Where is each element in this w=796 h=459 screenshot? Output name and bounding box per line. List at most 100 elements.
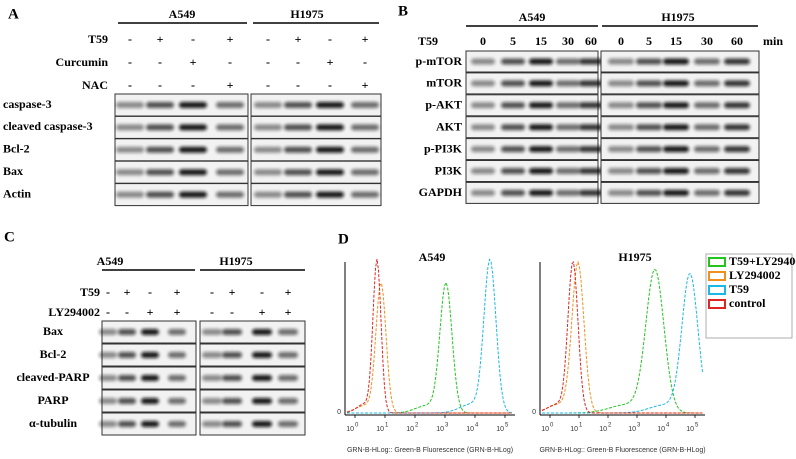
band — [529, 80, 553, 87]
band — [252, 352, 272, 358]
sign: - — [191, 78, 195, 92]
band — [694, 146, 720, 153]
time-label: 5 — [510, 34, 516, 48]
treatment-label: NAC — [82, 78, 108, 92]
band — [278, 421, 298, 427]
histogram-curve — [541, 261, 703, 414]
band — [116, 169, 144, 176]
band — [694, 124, 720, 131]
x-tick-base: 10 — [686, 426, 694, 433]
x-tick-exponent: 1 — [579, 423, 583, 429]
blot-label: cleaved caspase-3 — [3, 119, 93, 133]
band — [471, 168, 495, 174]
band — [663, 124, 689, 131]
x-tick-exponent: 2 — [415, 423, 419, 429]
band — [316, 102, 344, 108]
band — [99, 398, 117, 404]
x-tick-exponent: 5 — [505, 423, 509, 429]
sign: - — [128, 32, 132, 46]
band — [724, 124, 750, 131]
band — [724, 58, 750, 65]
x-tick-base: 10 — [376, 426, 384, 433]
band — [529, 58, 553, 65]
sign: - — [228, 55, 232, 69]
band — [118, 329, 136, 335]
band — [663, 102, 689, 109]
band — [579, 189, 603, 196]
band — [252, 329, 272, 335]
treatment-label: T59 — [418, 34, 438, 48]
legend-label: T59 — [729, 282, 749, 296]
x-tick-base: 10 — [628, 426, 636, 433]
band — [168, 421, 186, 427]
band — [636, 80, 662, 87]
band — [636, 189, 662, 196]
sign: + — [259, 305, 266, 319]
treatment-label: T59 — [88, 32, 108, 46]
band — [636, 168, 662, 174]
band — [579, 124, 603, 131]
band — [529, 124, 553, 131]
band — [252, 375, 272, 381]
sign: + — [229, 285, 236, 299]
band — [471, 146, 495, 153]
time-label: 15 — [535, 34, 547, 48]
band — [202, 398, 222, 404]
band — [608, 58, 634, 65]
treatment-label: Curcumin — [56, 55, 109, 69]
band — [116, 191, 144, 198]
band — [501, 124, 525, 131]
legend-label: LY294002 — [729, 268, 781, 282]
band — [663, 189, 689, 196]
panel-label: C — [4, 229, 15, 245]
band — [694, 58, 720, 65]
x-tick-exponent: 3 — [445, 423, 449, 429]
x-axis-label: GRN-B-HLog:: Green-B Fluorescence (GRN-B… — [539, 447, 705, 454]
band — [724, 189, 750, 196]
sign: - — [328, 32, 332, 46]
band — [579, 80, 603, 87]
band — [636, 58, 662, 65]
band — [316, 169, 344, 176]
band — [608, 124, 634, 131]
band — [351, 102, 379, 108]
sign: - — [266, 78, 270, 92]
unit-label: min — [763, 34, 783, 48]
band — [284, 146, 312, 153]
x-tick-base: 10 — [570, 426, 578, 433]
band — [141, 329, 159, 335]
sign: - — [266, 32, 270, 46]
sign: - — [210, 305, 214, 319]
band — [663, 168, 689, 174]
blot-label: PARP — [37, 393, 68, 407]
band — [501, 80, 525, 87]
sign: - — [328, 78, 332, 92]
band — [278, 375, 298, 381]
panel-label: D — [338, 231, 349, 247]
blot-label: p-mTOR — [416, 54, 463, 68]
band — [724, 102, 750, 109]
x-tick-base: 10 — [657, 426, 665, 433]
band — [254, 102, 282, 108]
legend-swatch — [708, 285, 726, 295]
sign: + — [295, 32, 302, 46]
band — [501, 58, 525, 65]
band — [222, 375, 242, 381]
sign: - — [128, 78, 132, 92]
sign: - — [210, 285, 214, 299]
band — [529, 146, 553, 153]
band — [579, 102, 603, 109]
band — [694, 80, 720, 87]
band — [636, 124, 662, 131]
sign: - — [260, 285, 264, 299]
band — [351, 146, 379, 153]
blot-label: caspase-3 — [3, 97, 52, 111]
band — [501, 102, 525, 109]
band — [99, 352, 117, 358]
sign: + — [327, 55, 334, 69]
band — [663, 80, 689, 87]
band — [501, 146, 525, 153]
blot-label: p-AKT — [425, 98, 462, 112]
band — [202, 352, 222, 358]
y-tick-label: 0 — [337, 409, 341, 416]
